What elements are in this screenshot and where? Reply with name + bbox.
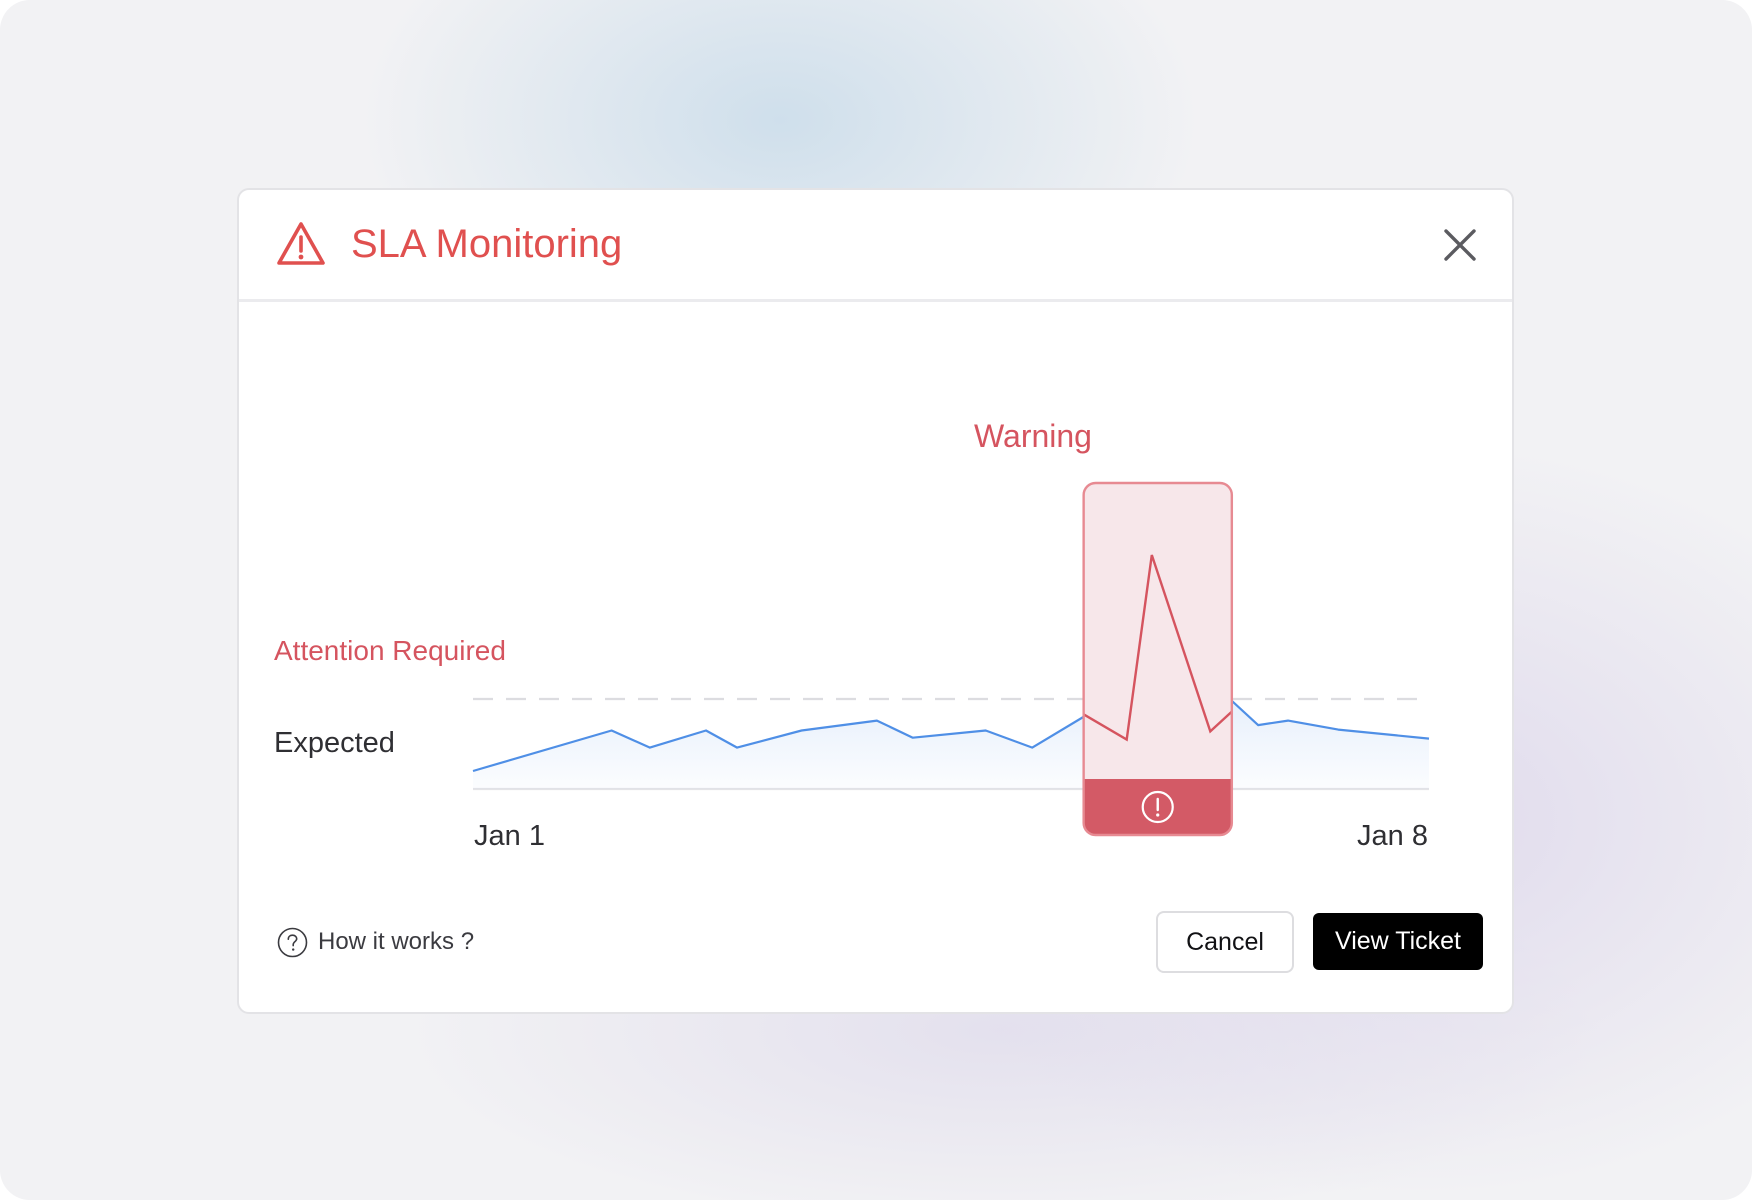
warning-window bbox=[1083, 483, 1232, 835]
dialog-title: SLA Monitoring bbox=[351, 222, 623, 266]
exclamation-mark-dot bbox=[1156, 813, 1160, 817]
warning-spike-line bbox=[1082, 554, 1233, 742]
warning-label: Warning bbox=[974, 418, 1092, 454]
attention-threshold-label: Attention Required bbox=[274, 635, 506, 666]
view-ticket-button[interactable]: View Ticket bbox=[1313, 913, 1483, 970]
exclamation-circle-icon bbox=[1141, 790, 1174, 824]
dialog-header: SLA Monitoring bbox=[239, 190, 1512, 302]
cancel-button[interactable]: Cancel bbox=[1156, 911, 1294, 973]
how-it-works-label: How it works ? bbox=[318, 928, 475, 955]
sla-chart bbox=[472, 481, 1430, 837]
x-tick-label-start: Jan 1 bbox=[474, 820, 545, 852]
sla-monitoring-dialog: SLA Monitoring Attention Required Expect… bbox=[237, 188, 1514, 1014]
close-icon[interactable] bbox=[1442, 227, 1478, 263]
how-it-works-link[interactable]: How it works ? bbox=[277, 925, 474, 959]
warning-triangle-icon bbox=[277, 222, 325, 265]
expected-baseline-label: Expected bbox=[274, 727, 395, 759]
warning-window-border bbox=[1082, 481, 1234, 837]
question-circle-icon bbox=[277, 927, 308, 957]
series-line bbox=[472, 679, 1430, 773]
x-tick-label-end: Jan 8 bbox=[1357, 820, 1428, 852]
